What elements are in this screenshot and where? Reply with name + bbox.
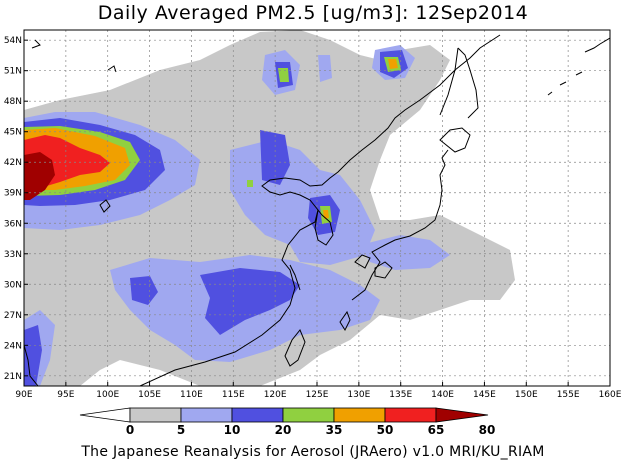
lon-tick-label: 160E <box>599 390 622 400</box>
colorbar-label: 65 <box>428 423 445 437</box>
lat-tick-label: 54N <box>4 36 22 46</box>
lon-tick-label: 105E <box>138 390 161 400</box>
colorbar-segment <box>180 407 233 423</box>
lon-tick-label: 115E <box>222 390 245 400</box>
colorbar-label: 5 <box>177 423 185 437</box>
lon-tick-label: 125E <box>306 390 329 400</box>
lat-tick-label: 30N <box>4 280 22 290</box>
lat-tick-label: 42N <box>4 158 22 168</box>
colorbar-segment <box>282 407 335 423</box>
colorbar-label: 10 <box>224 423 241 437</box>
map-title: Daily Averaged PM2.5 [ug/m3]: 12Sep2014 <box>97 2 529 24</box>
lat-tick-label: 24N <box>4 341 22 351</box>
colorbar-segment <box>231 407 284 423</box>
colorbar-arrow-low <box>79 407 131 423</box>
lon-tick-label: 155E <box>557 390 580 400</box>
footer-credit: The Japanese Reanalysis for Aerosol (JRA… <box>81 444 545 460</box>
colorbar-arrow-high <box>435 407 489 423</box>
lon-tick-label: 135E <box>389 390 412 400</box>
lat-tick-label: 27N <box>4 311 22 321</box>
colorbar-label: 35 <box>326 423 343 437</box>
colorbar-segment <box>384 407 437 423</box>
colorbar: 0 5 10 20 35 50 65 80 <box>79 407 496 437</box>
lat-tick-label: 51N <box>4 67 22 77</box>
colorbar-label: 50 <box>377 423 394 437</box>
colorbar-segment <box>333 407 386 423</box>
lon-tick-label: 90E <box>15 390 32 400</box>
concentration-field <box>24 30 515 386</box>
colorbar-label: 20 <box>275 423 292 437</box>
lon-tick-label: 130E <box>347 390 370 400</box>
lon-tick-label: 145E <box>473 390 496 400</box>
colorbar-label: 0 <box>126 423 134 437</box>
lat-tick-label: 36N <box>4 219 22 229</box>
lon-tick-label: 100E <box>96 390 119 400</box>
colorbar-segment <box>129 407 182 423</box>
colorbar-label: 80 <box>479 423 496 437</box>
lon-tick-label: 120E <box>264 390 287 400</box>
lon-tick-label: 95E <box>57 390 74 400</box>
lat-tick-label: 45N <box>4 128 22 138</box>
lat-tick-label: 33N <box>4 250 22 260</box>
lat-tick-label: 21N <box>4 372 22 382</box>
lat-tick-label: 48N <box>4 97 22 107</box>
axis-ticks: 90E 95E 100E 105E 110E 115E 120E 125E 130E 135E 14… <box>4 36 622 400</box>
lon-tick-label: 110E <box>180 390 203 400</box>
graticule <box>24 30 610 386</box>
lon-tick-label: 140E <box>431 390 454 400</box>
lat-tick-label: 39N <box>4 189 22 199</box>
lon-tick-label: 150E <box>515 390 538 400</box>
coastlines <box>24 34 610 386</box>
